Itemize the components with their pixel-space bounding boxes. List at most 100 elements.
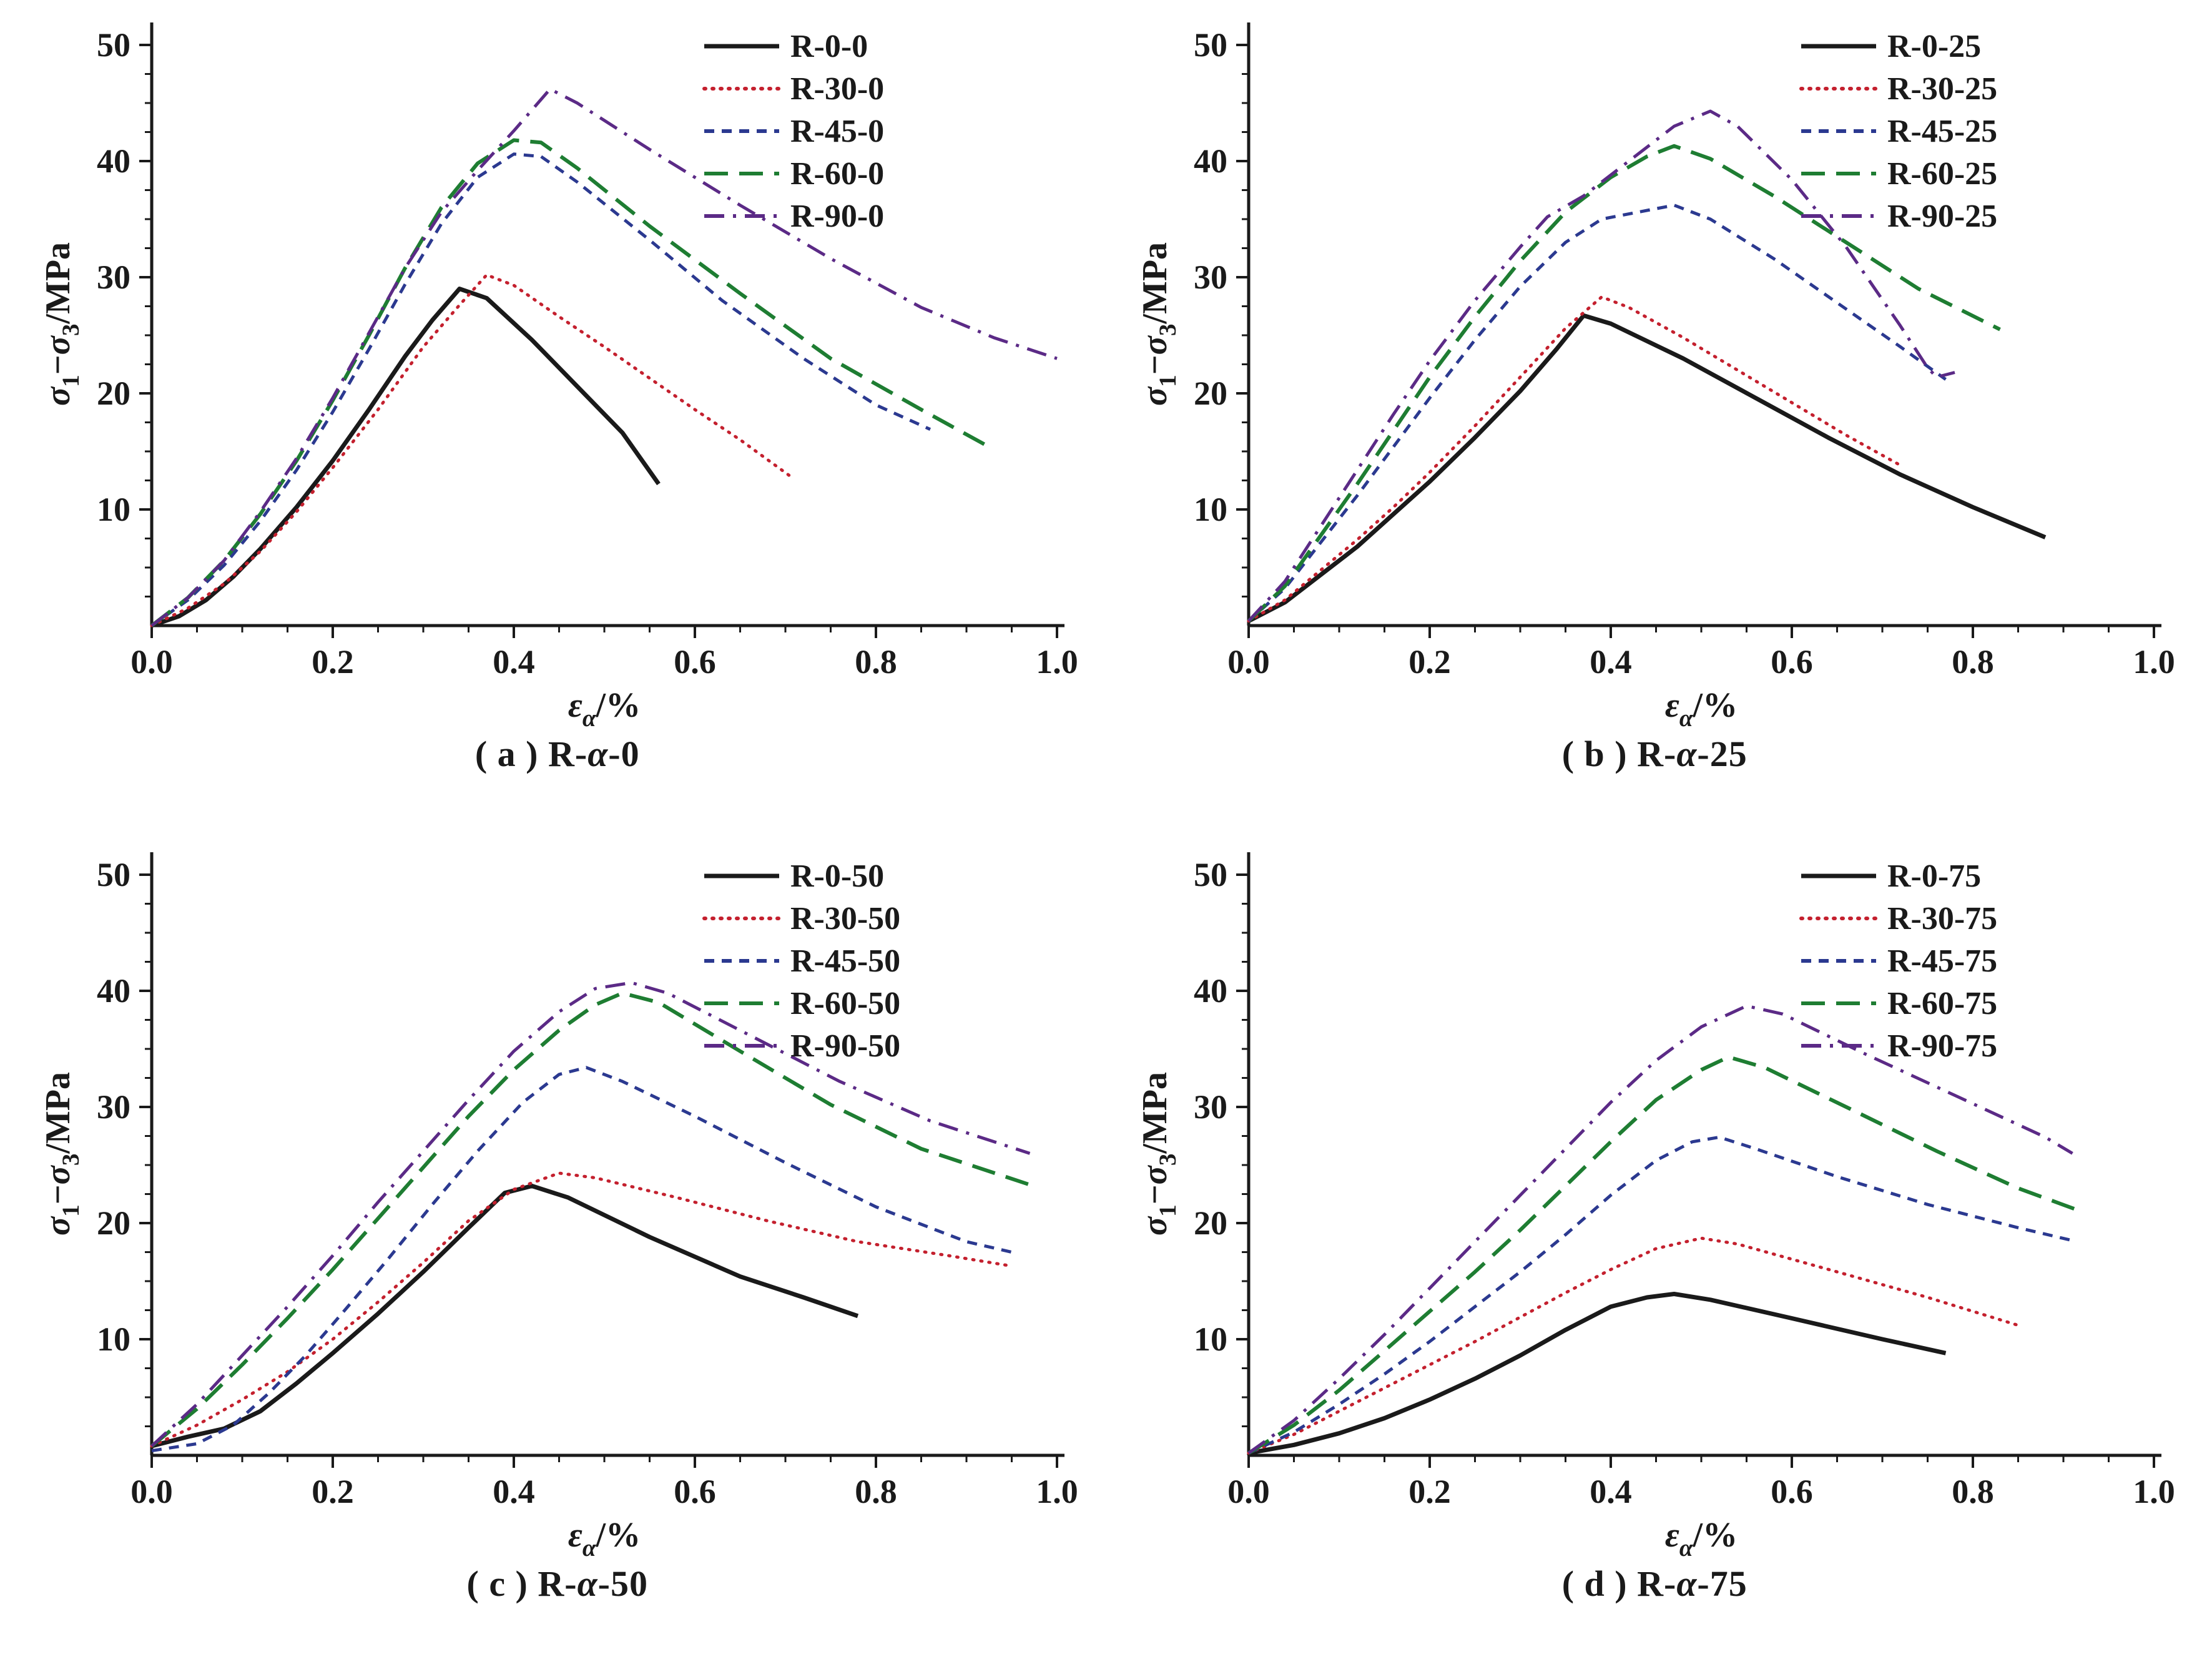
series-R-30-75	[1247, 1236, 2020, 1455]
legend-label: R-0-0	[790, 29, 868, 64]
legend-item-R-60-50: R-60-50	[704, 986, 900, 1021]
series-R-45-75	[1248, 1135, 2073, 1455]
chart-d: 10 20 30 40 50 0.0 0.2 0.4 0.6 0.8 1.0 εα/% σ1−σ3/MP…	[1136, 852, 2176, 1561]
y-tick-label: 40	[97, 142, 130, 180]
legend-item-R-45-50: R-45-50	[704, 943, 900, 979]
legend-label: R-60-0	[790, 156, 884, 192]
x-tick-label: 0.2	[312, 1473, 354, 1510]
y-tick-label: 20	[97, 1204, 130, 1242]
series-R-0-75	[1248, 1292, 1947, 1455]
legend-label: R-30-50	[790, 901, 900, 937]
series-group	[1247, 109, 2047, 623]
y-axis-label: σ1−σ3/MPa	[39, 242, 84, 406]
x-tick-label: 0.4	[1590, 1473, 1633, 1510]
legend-item-R-45-0: R-45-0	[704, 114, 884, 149]
y-tick-label: 20	[1194, 1204, 1227, 1242]
series-R-60-25	[1247, 144, 2002, 622]
legend-item-R-90-0: R-90-0	[704, 199, 884, 234]
legend-item-R-45-75: R-45-75	[1801, 943, 1997, 979]
y-tick-label: 30	[97, 258, 130, 296]
legend: R-0-75 R-30-75 R-45-75 R-60-75 R-90-75	[1799, 858, 1997, 1064]
x-axis-label: εα/%	[1665, 1516, 1738, 1561]
legend-label: R-90-0	[790, 199, 884, 234]
legend-label: R-30-75	[1887, 901, 1997, 937]
y-tick-label: 30	[1194, 1088, 1227, 1126]
y-tick-label: 40	[97, 972, 130, 1010]
x-tick-label: 0.6	[674, 1473, 716, 1510]
legend-item-R-90-75: R-90-75	[1801, 1028, 1997, 1064]
x-tick-label: 0.0	[1228, 1473, 1271, 1510]
legend-item-R-0-25: R-0-25	[1801, 29, 1981, 64]
legend-item-R-90-50: R-90-50	[704, 1028, 900, 1064]
y-tick-label: 50	[97, 856, 130, 893]
x-tick-label: 0.2	[1409, 1473, 1452, 1510]
series-R-60-50	[150, 991, 1031, 1448]
y-axis-label: σ1−σ3/MPa	[1136, 242, 1181, 406]
series-R-45-25	[1247, 204, 1947, 622]
series-group	[150, 981, 1031, 1453]
x-tick-label: 0.4	[1590, 643, 1633, 681]
legend-label: R-90-75	[1887, 1028, 1997, 1064]
chart-a: 10 20 30 40 50 0.0 0.2 0.4 0.6 0.8 1.0 εα/% σ1−σ3/MP…	[39, 22, 1078, 732]
legend-label: R-0-75	[1887, 858, 1981, 894]
x-tick-label: 0.6	[1771, 1473, 1814, 1510]
legend-item-R-0-75: R-0-75	[1801, 858, 1981, 894]
y-tick-label: 40	[1194, 972, 1227, 1010]
caption-d: ( d ) R-α-75	[1561, 1563, 1747, 1604]
y-tick-label: 10	[97, 1320, 130, 1358]
caption-a: ( a ) R-α-0	[474, 734, 640, 774]
legend-item-R-60-75: R-60-75	[1801, 986, 1997, 1021]
subplot-b: 10 20 30 40 50 0.0 0.2 0.4 0.6 0.8 1.0 εα/% σ1−σ3/MP…	[1106, 4, 2204, 834]
series-R-30-0	[150, 273, 796, 627]
x-axis-label: εα/%	[568, 1516, 641, 1561]
x-axis-label: εα/%	[1665, 686, 1738, 732]
chart-b: 10 20 30 40 50 0.0 0.2 0.4 0.6 0.8 1.0 εα/% σ1−σ3/MP…	[1136, 22, 2175, 732]
series-R-60-0	[150, 138, 986, 627]
y-tick-label: 50	[1194, 26, 1227, 64]
legend-label: R-90-50	[790, 1028, 900, 1064]
chart-c: 10 20 30 40 50 0.0 0.2 0.4 0.6 0.8 1.0 εα/% σ1−σ3/MP…	[39, 852, 1078, 1561]
x-tick-label: 1.0	[2133, 643, 2176, 681]
y-axis-label: σ1−σ3/MPa	[1136, 1072, 1181, 1236]
x-tick-label: 0.8	[1952, 643, 1995, 681]
series-R-45-50	[151, 1066, 1012, 1453]
legend-label: R-45-25	[1887, 114, 1997, 149]
y-axis-label: σ1−σ3/MPa	[39, 1072, 84, 1236]
x-tick-label: 0.2	[1409, 643, 1452, 681]
axes: 10 20 30 40 50 0.0 0.2 0.4 0.6 0.8 1.0	[1194, 22, 2175, 681]
series-R-45-0	[150, 152, 931, 627]
y-tick-label: 40	[1194, 142, 1227, 180]
series-R-90-50	[150, 981, 1031, 1447]
series-R-90-0	[150, 87, 1058, 627]
axes: 10 20 30 40 50 0.0 0.2 0.4 0.6 0.8 1.0	[97, 22, 1078, 681]
y-tick-label: 10	[1194, 491, 1227, 528]
series-R-60-75	[1247, 1055, 2083, 1455]
legend-item-R-30-25: R-30-25	[1799, 71, 1997, 107]
caption-c: ( c ) R-α-50	[466, 1563, 648, 1604]
y-tick-label: 50	[97, 26, 130, 64]
y-tick-label: 10	[1194, 1320, 1227, 1358]
legend-label: R-60-50	[790, 986, 900, 1021]
y-tick-label: 50	[1194, 856, 1227, 893]
series-R-90-25	[1247, 109, 1955, 622]
y-tick-label: 20	[1194, 375, 1227, 412]
x-tick-label: 0.0	[130, 643, 173, 681]
legend-item-R-0-0: R-0-0	[704, 29, 868, 64]
x-tick-label: 0.6	[674, 643, 716, 681]
y-tick-label: 30	[1194, 258, 1227, 296]
subplot-c: 10 20 30 40 50 0.0 0.2 0.4 0.6 0.8 1.0 εα/% σ1−σ3/MP…	[9, 834, 1106, 1663]
subplot-a: 10 20 30 40 50 0.0 0.2 0.4 0.6 0.8 1.0 εα/% σ1−σ3/MP…	[9, 4, 1106, 834]
legend-label: R-0-25	[1887, 29, 1981, 64]
x-tick-label: 0.8	[1952, 1473, 1995, 1510]
legend-item-R-30-50: R-30-50	[702, 901, 900, 937]
x-tick-label: 0.8	[855, 643, 897, 681]
legend-label: R-60-75	[1887, 986, 1997, 1021]
series-R-0-25	[1247, 313, 2047, 623]
series-group	[150, 87, 1058, 628]
series-group	[1247, 1004, 2083, 1455]
x-tick-label: 1.0	[2133, 1473, 2176, 1510]
series-R-30-25	[1247, 295, 1902, 623]
x-tick-label: 0.4	[493, 1473, 535, 1510]
x-tick-label: 0.6	[1771, 643, 1814, 681]
